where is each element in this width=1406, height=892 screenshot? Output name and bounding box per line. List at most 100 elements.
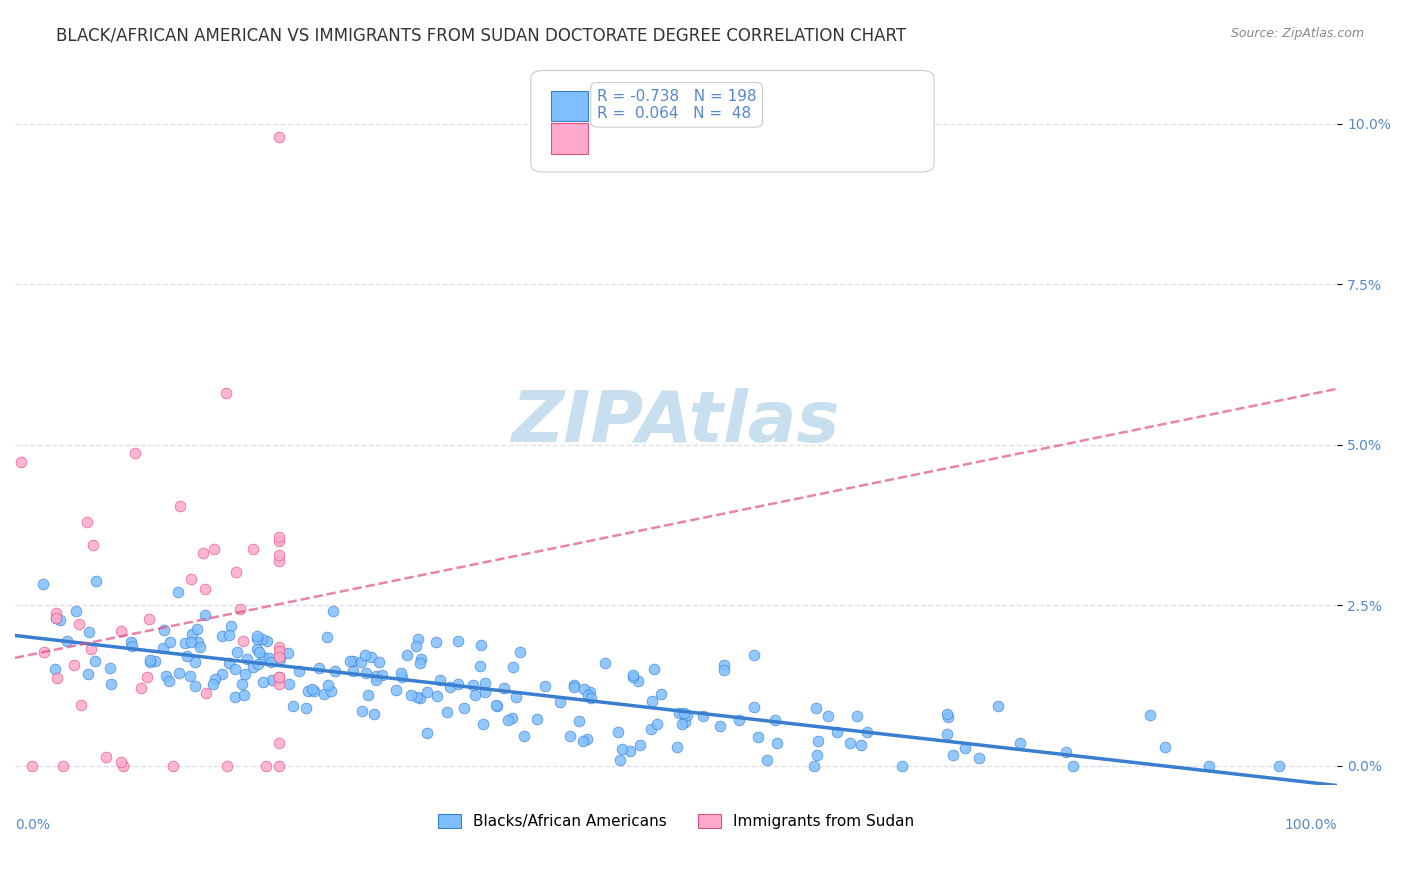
Point [619,744,641,758]
Point [628,738,651,752]
Point [464,688,486,702]
Point [612,742,634,756]
Point [1008,736,1031,750]
Point [576,731,599,746]
Point [247,657,270,672]
Point [607,724,630,739]
Point [641,694,664,708]
Point [269,129,291,144]
Point [153,623,176,637]
Point [269,670,291,684]
Point [204,672,226,686]
Point [246,641,269,656]
Point [256,633,278,648]
Point [396,648,419,662]
Point [371,668,394,682]
Point [595,657,617,671]
Point [269,640,291,654]
Point [67,617,90,632]
Point [10,455,32,469]
Point [849,739,872,753]
Point [225,565,247,579]
Point [218,628,240,642]
Point [350,655,373,669]
Point [98,660,121,674]
Point [385,682,408,697]
Text: R = -0.738   N = 198
R =  0.064   N =  48: R = -0.738 N = 198 R = 0.064 N = 48 [598,88,756,121]
Point [562,681,585,695]
Point [354,648,377,663]
Point [416,726,439,740]
FancyBboxPatch shape [530,70,934,172]
Point [472,717,495,731]
Point [121,639,143,653]
Point [756,753,779,767]
Point [439,680,461,694]
Point [269,759,291,773]
Point [572,682,595,697]
Point [671,716,693,731]
Point [45,611,67,625]
Point [77,625,100,640]
Point [242,542,264,557]
Point [269,736,291,750]
Point [470,659,492,673]
Point [360,650,382,665]
Point [304,684,326,698]
Point [139,653,162,667]
Point [246,632,269,647]
Point [935,707,957,722]
Point [485,699,508,714]
Point [747,730,769,744]
Point [581,691,603,706]
Point [202,541,225,556]
Point [368,655,391,669]
Point [211,667,233,681]
Point [232,688,254,702]
Text: ZIPAtlas: ZIPAtlas [512,388,841,457]
Point [766,737,789,751]
Point [568,714,591,729]
Point [180,635,202,649]
Point [45,610,67,624]
Point [46,671,69,685]
Point [187,635,209,649]
Point [891,759,914,773]
Point [65,604,87,618]
Point [195,686,218,700]
Point [169,499,191,513]
Point [1062,759,1084,773]
Point [709,719,731,733]
Text: BLACK/AFRICAN AMERICAN VS IMMIGRANTS FROM SUDAN DOCTORATE DEGREE CORRELATION CHA: BLACK/AFRICAN AMERICAN VS IMMIGRANTS FRO… [56,27,907,45]
Point [269,554,291,568]
Point [233,666,256,681]
Point [174,636,197,650]
Point [45,606,67,620]
Point [76,515,98,529]
Point [609,753,631,767]
Point [804,700,827,714]
Point [82,538,104,552]
Point [242,660,264,674]
Point [1267,759,1289,773]
FancyBboxPatch shape [551,123,588,154]
Point [803,759,825,773]
Point [665,739,688,754]
Point [647,717,669,731]
Point [269,677,291,691]
Point [254,759,277,773]
Point [572,734,595,748]
FancyBboxPatch shape [551,91,588,121]
Point [526,712,548,726]
Point [110,624,132,639]
Point [283,698,305,713]
Point [179,668,201,682]
Point [806,733,828,747]
Point [63,657,86,672]
Point [322,604,344,618]
Point [408,656,430,670]
Point [668,706,690,721]
Text: 0.0%: 0.0% [15,818,51,831]
Point [405,639,427,653]
Point [409,652,432,666]
